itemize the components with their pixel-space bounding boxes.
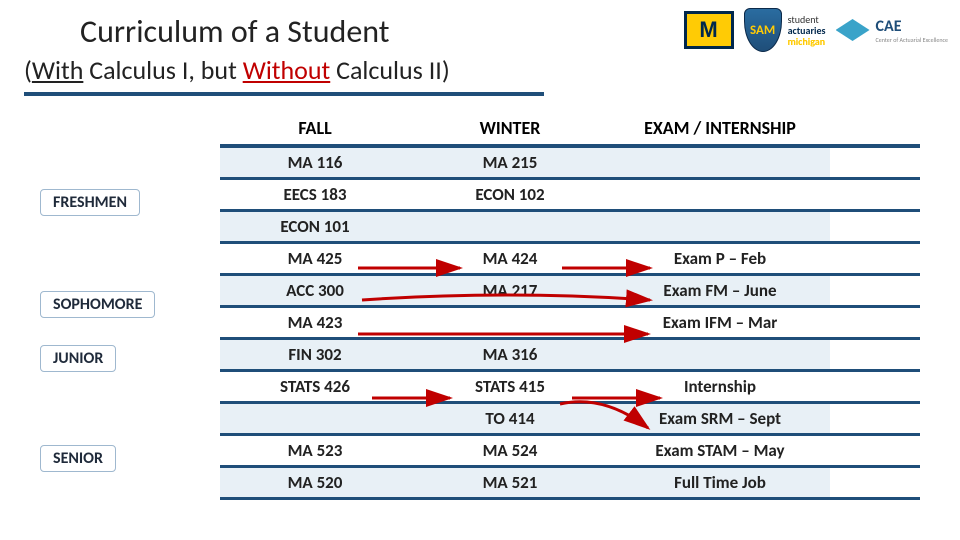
row-underline — [220, 497, 920, 500]
cell-fall: MA 520 — [220, 468, 410, 497]
cell-winter: MA 215 — [410, 148, 610, 177]
table-row: MA 423 Exam IFM – Mar — [220, 308, 920, 337]
cell-exam — [610, 148, 830, 177]
cell-exam: Exam SRM – Sept — [610, 404, 830, 433]
table-row: TO 414Exam SRM – Sept — [220, 404, 920, 433]
cell-winter: TO 414 — [410, 404, 610, 433]
table-header-row: FALL WINTER EXAM / INTERNSHIP — [220, 112, 920, 144]
subtitle-with: With — [32, 54, 83, 86]
year-label-junior: JUNIOR — [40, 345, 116, 372]
cell-winter: MA 524 — [410, 436, 610, 465]
logo-bar: SAM student actuaries michigan CAE Cente… — [684, 8, 948, 52]
cell-winter — [410, 308, 610, 337]
cell-exam: Exam FM – June — [610, 276, 830, 305]
table-row: FIN 302MA 316 — [220, 340, 920, 369]
cell-winter — [410, 212, 610, 241]
table-body: MA 116MA 215EECS 183ECON 102ECON 101MA 4… — [220, 148, 920, 500]
cell-exam: Exam STAM – May — [610, 436, 830, 465]
subtitle-open: ( — [24, 54, 32, 86]
sam-line3: michigan — [788, 35, 825, 48]
cell-fall: MA 523 — [220, 436, 410, 465]
cell-exam — [610, 212, 830, 241]
table-row: ACC 300MA 217Exam FM – June — [220, 276, 920, 305]
title-underline — [24, 92, 544, 96]
cell-fall: STATS 426 — [220, 372, 410, 401]
cae-cap-icon — [836, 19, 870, 41]
cell-fall: MA 425 — [220, 244, 410, 273]
table-row: ECON 101 — [220, 212, 920, 241]
col-header-exam: EXAM / INTERNSHIP — [610, 112, 830, 144]
cell-exam: Exam IFM – Mar — [610, 308, 830, 337]
cell-fall: MA 116 — [220, 148, 410, 177]
col-header-fall: FALL — [220, 112, 410, 144]
table-row: MA 425MA 424Exam P – Feb — [220, 244, 920, 273]
sam-logo: SAM student actuaries michigan — [744, 8, 826, 52]
sam-shield-icon: SAM — [744, 8, 782, 52]
subtitle-calc2: Calculus II) — [330, 54, 449, 86]
col-header-winter: WINTER — [410, 112, 610, 144]
cell-exam: Exam P – Feb — [610, 244, 830, 273]
cell-winter: STATS 415 — [410, 372, 610, 401]
cell-exam: Full Time Job — [610, 468, 830, 497]
year-label-freshmen: FRESHMEN — [40, 189, 140, 216]
cae-text: CAE — [876, 17, 902, 36]
cell-fall — [220, 404, 410, 433]
cell-fall: ACC 300 — [220, 276, 410, 305]
cell-fall: EECS 183 — [220, 180, 410, 209]
sam-text: student actuaries michigan — [788, 14, 826, 47]
table-row: MA 523MA 524Exam STAM – May — [220, 436, 920, 465]
curriculum-table: FALL WINTER EXAM / INTERNSHIP MA 116MA 2… — [220, 112, 920, 500]
subtitle-without: Without — [243, 54, 331, 86]
cell-winter: MA 217 — [410, 276, 610, 305]
cell-fall: ECON 101 — [220, 212, 410, 241]
table-row: STATS 426STATS 415Internship — [220, 372, 920, 401]
cell-exam — [610, 340, 830, 369]
cae-subtext: Center of Actuarial Excellence — [876, 36, 948, 44]
table-row: MA 520MA 521Full Time Job — [220, 468, 920, 497]
cell-fall: FIN 302 — [220, 340, 410, 369]
cell-winter: MA 316 — [410, 340, 610, 369]
year-label-senior: SENIOR — [40, 445, 116, 472]
table-row: EECS 183ECON 102 — [220, 180, 920, 209]
cell-winter: MA 521 — [410, 468, 610, 497]
table-row: MA 116MA 215 — [220, 148, 920, 177]
page-subtitle: (With Calculus I, but Without Calculus I… — [24, 54, 450, 86]
subtitle-calc1: Calculus I, but — [83, 54, 242, 86]
year-label-sophomore: SOPHOMORE — [40, 291, 155, 318]
cell-winter: ECON 102 — [410, 180, 610, 209]
cae-logo: CAE Center of Actuarial Excellence — [836, 17, 948, 44]
umich-logo-icon — [684, 11, 734, 49]
page-title: Curriculum of a Student — [80, 12, 389, 51]
cell-exam — [610, 180, 830, 209]
cell-fall: MA 423 — [220, 308, 410, 337]
cell-exam: Internship — [610, 372, 830, 401]
cell-winter: MA 424 — [410, 244, 610, 273]
